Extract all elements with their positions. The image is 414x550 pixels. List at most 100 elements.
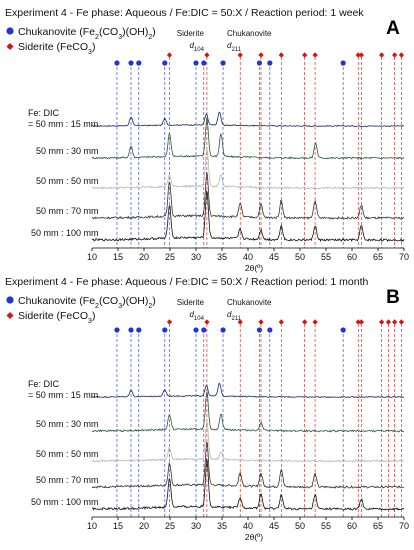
siderite-peak-marker <box>312 319 318 325</box>
x-tick-label: 50 <box>295 521 305 531</box>
xrd-trace-2 <box>91 117 405 160</box>
panel-letter: B <box>386 287 400 308</box>
trace-label-1: = 50 mm : 15 mm <box>28 390 98 400</box>
panel-b: Experiment 4 - Fe phase: Aqueous / Fe:DI… <box>5 276 409 542</box>
x-tick-label: 30 <box>191 252 201 262</box>
chukanovite-d211-annotation: d211 <box>227 41 242 53</box>
ann-d: d <box>189 41 194 50</box>
siderite-peak-marker <box>302 319 308 325</box>
x-tick-label: 40 <box>243 252 253 262</box>
siderite-peak-marker <box>355 319 361 325</box>
x-axis-label: 2θ(º) <box>245 263 263 273</box>
chukanovite-peak-marker <box>193 327 199 333</box>
legend-text: Siderite (FeCO <box>18 310 88 322</box>
chukanovite-legend-icon <box>6 27 14 35</box>
x-tick-label: 25 <box>165 252 175 262</box>
chukanovite-peak-marker <box>220 60 226 66</box>
chukanovite-peak-marker <box>201 327 207 333</box>
legend-text: )(OH) <box>122 295 148 307</box>
x-tick-label: 35 <box>217 521 227 531</box>
trace-label-4: 50 mm : 70 mm <box>36 206 99 216</box>
trace-label-3: 50 mm : 50 mm <box>36 176 99 186</box>
x-tick-label: 10 <box>87 521 97 531</box>
xrd-trace-3 <box>91 421 405 463</box>
ann-d: d <box>227 41 232 50</box>
legend-text: ) <box>92 41 96 53</box>
ann-sub: 211 <box>231 47 241 53</box>
chukanovite-peak-marker <box>136 60 142 66</box>
x-tick-label: 35 <box>217 252 227 262</box>
chukanovite-peak-marker <box>267 327 273 333</box>
legend-text: ) <box>152 26 156 38</box>
fe-dic-label: Fe: DIC <box>28 108 60 118</box>
x-tick-label: 65 <box>373 252 383 262</box>
xrd-trace-5 <box>91 190 405 243</box>
legend-text: Chukanovite (Fe <box>18 295 95 307</box>
trace-label-5: 50 mm : 100 mm <box>31 497 99 507</box>
siderite-peak-annotation: Siderite <box>177 298 205 307</box>
chukanovite-d211-annotation: d211 <box>227 310 242 322</box>
legend-sub: 3 <box>88 49 92 56</box>
ann-d: d <box>227 310 232 319</box>
legend-chukanovite: Chukanovite (Fe2(CO3)(OH)2) <box>18 295 156 310</box>
x-tick-label: 55 <box>321 252 331 262</box>
trace-label-2: 50 mm : 30 mm <box>36 419 99 429</box>
chukanovite-peak-marker <box>267 60 273 66</box>
trace-label-2: 50 mm : 30 mm <box>36 146 99 156</box>
siderite-d104-annotation: d104 <box>189 310 204 322</box>
legend-sub: 2 <box>148 303 152 310</box>
chukanovite-legend-icon <box>6 296 14 304</box>
siderite-peak-marker <box>392 319 398 325</box>
chukanovite-peak-marker <box>201 60 207 66</box>
siderite-peak-marker <box>278 52 284 58</box>
x-tick-label: 60 <box>347 252 357 262</box>
siderite-peak-marker <box>204 52 210 58</box>
chukanovite-peak-marker <box>340 60 346 66</box>
chukanovite-peak-marker <box>114 327 120 333</box>
ann-sub: 104 <box>194 47 205 53</box>
siderite-peak-marker <box>358 319 364 325</box>
siderite-peak-marker <box>237 52 243 58</box>
panel-a: Experiment 4 - Fe phase: Aqueous / Fe:DI… <box>5 7 409 273</box>
x-tick-label: 15 <box>113 521 123 531</box>
siderite-legend-icon <box>6 43 14 50</box>
legend-text: (CO <box>99 26 118 38</box>
x-tick-label: 40 <box>243 521 253 531</box>
siderite-peak-marker <box>355 52 361 58</box>
chukanovite-peak-annotation: Chukanovite <box>227 298 272 307</box>
legend-text: (CO <box>99 295 118 307</box>
chukanovite-peak-marker <box>136 327 142 333</box>
chukanovite-peak-marker <box>114 60 120 66</box>
x-tick-label: 25 <box>165 521 175 531</box>
x-tick-label: 70 <box>399 521 409 531</box>
chart-title: Experiment 4 - Fe phase: Aqueous / Fe:DI… <box>5 276 368 288</box>
legend-sub: 2 <box>95 303 99 310</box>
trace-label-5: 50 mm : 100 mm <box>31 228 99 238</box>
siderite-peak-marker <box>166 52 173 58</box>
chukanovite-peak-marker <box>162 60 168 66</box>
trace-label-1: = 50 mm : 15 mm <box>28 119 98 129</box>
legend-siderite: Siderite (FeCO3) <box>18 310 95 325</box>
x-tick-label: 10 <box>87 252 97 262</box>
x-tick-label: 20 <box>139 252 149 262</box>
x-tick-label: 45 <box>269 252 279 262</box>
chukanovite-peak-marker <box>128 327 134 333</box>
siderite-peak-marker <box>302 52 308 58</box>
siderite-peak-marker <box>398 52 404 58</box>
legend-sub: 3 <box>118 34 122 41</box>
fe-dic-label: Fe: DIC <box>28 379 60 389</box>
panel-letter: A <box>386 18 400 39</box>
x-tick-label: 70 <box>399 252 409 262</box>
siderite-peak-marker <box>358 52 364 58</box>
x-tick-label: 55 <box>321 521 331 531</box>
siderite-legend-icon <box>6 312 14 319</box>
siderite-peak-marker <box>398 319 404 325</box>
siderite-peak-marker <box>258 319 264 325</box>
ann-sub: 211 <box>231 316 241 322</box>
x-tick-label: 65 <box>373 521 383 531</box>
legend-sub: 2 <box>95 34 99 41</box>
ann-sub: 104 <box>194 316 205 322</box>
chukanovite-peak-annotation: Chukanovite <box>227 29 272 38</box>
